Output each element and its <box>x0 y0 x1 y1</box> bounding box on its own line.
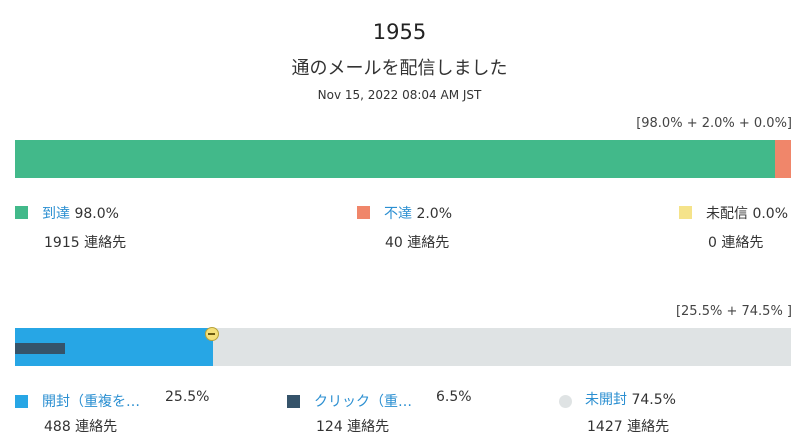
unopened-link[interactable]: 未開封 <box>585 392 627 408</box>
clicked-swatch <box>287 395 300 408</box>
bounced-legend: 不達 2.0% <box>384 203 452 223</box>
bounced-percent: 2.0% <box>416 206 453 222</box>
delivery-summary: [98.0% + 2.0% + 0.0%] <box>636 116 792 131</box>
unopened-segment[interactable] <box>212 328 791 366</box>
unopened-legend: 未開封 74.5% <box>585 389 676 409</box>
unopened-percent: 74.5% <box>631 392 676 408</box>
bounced-count: 40 連絡先 <box>385 235 450 251</box>
bounced-segment[interactable] <box>775 140 791 178</box>
minus-icon[interactable] <box>204 327 219 341</box>
unopened-count: 1427 連絡先 <box>587 419 670 435</box>
sent-message: 通のメールを配信しました <box>291 58 508 79</box>
delivered-percent: 98.0% <box>74 206 119 222</box>
delivered-swatch <box>15 206 28 219</box>
opened-link[interactable]: 開封（重複を… <box>42 394 140 410</box>
undelivered-label: 未配信 <box>706 206 748 222</box>
undelivered-legend: 未配信 0.0% <box>706 203 788 223</box>
opened-percent: 25.5% <box>165 389 210 405</box>
delivered-segment[interactable] <box>15 140 776 178</box>
bounced-swatch <box>357 206 370 219</box>
unopened-swatch <box>559 395 572 408</box>
undelivered-count: 0 連絡先 <box>708 235 764 251</box>
delivered-count: 1915 連絡先 <box>44 235 127 251</box>
undelivered-percent: 0.0% <box>752 206 789 222</box>
engagement-bar <box>15 328 791 366</box>
sent-count: 1955 <box>372 20 427 44</box>
delivered-legend: 到達 98.0% <box>42 203 119 223</box>
delivery-bar <box>15 140 791 178</box>
opened-swatch <box>15 395 28 408</box>
engagement-summary: [25.5% + 74.5% ] <box>675 304 792 319</box>
delivered-link[interactable]: 到達 <box>42 206 70 222</box>
clicked-bar[interactable] <box>15 343 66 354</box>
undelivered-swatch <box>679 206 692 219</box>
clicked-link[interactable]: クリック（重… <box>314 394 412 410</box>
bounced-link[interactable]: 不達 <box>384 206 412 222</box>
clicked-count: 124 連絡先 <box>316 419 390 435</box>
clicked-percent: 6.5% <box>436 389 472 405</box>
opened-count: 488 連絡先 <box>44 419 118 435</box>
sent-datetime: Nov 15, 2022 08:04 AM JST <box>317 88 482 102</box>
